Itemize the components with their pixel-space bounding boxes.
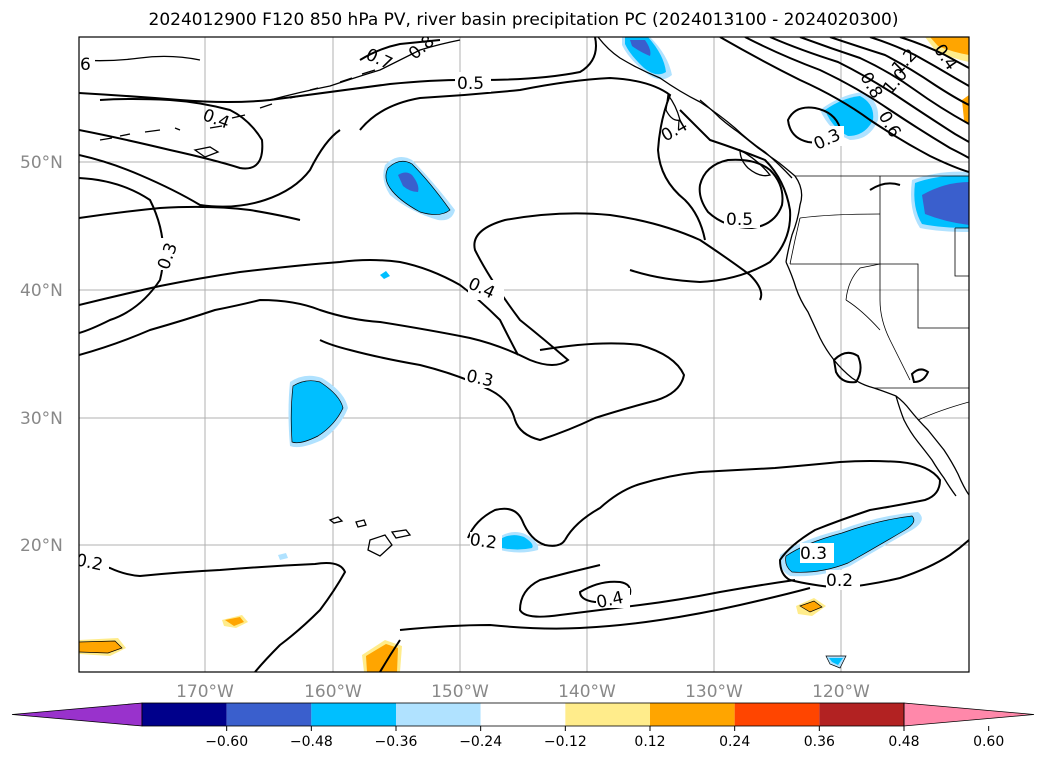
latitude-labels: 50°N 40°N 30°N 20°N <box>20 153 63 556</box>
longitude-labels: 170°W 160°W 150°W 140°W 130°W 120°W <box>176 682 870 702</box>
colorbar-swatch <box>396 703 481 726</box>
colorbar-tick-label: 0.36 <box>804 734 835 750</box>
colorbar-tick-label: 0.48 <box>888 734 919 750</box>
lon-label-170w: 170°W <box>176 682 234 702</box>
political-borders <box>789 175 969 421</box>
colorbar-tick-label: 0.12 <box>634 734 665 750</box>
colorbar-swatch <box>565 703 650 726</box>
lat-label-40n: 40°N <box>20 281 63 301</box>
colorbar-tick-label: −0.24 <box>459 734 502 750</box>
pv-contours <box>79 37 969 672</box>
colorbar-tick-label: 0.60 <box>973 734 1004 750</box>
lon-label-120w: 120°W <box>812 682 870 702</box>
colorbar-tick-label: −0.36 <box>375 734 418 750</box>
contour-label: 0.5 <box>457 74 484 94</box>
contour-label: 0.2 <box>468 530 498 554</box>
colorbar-swatch <box>311 703 396 726</box>
colorbar-swatch <box>480 703 566 726</box>
colorbar-swatch <box>142 703 227 726</box>
colorbar: −0.60 −0.48 −0.36 −0.24 −0.12 0.12 0.24 0.36 0.4… <box>11 702 1035 750</box>
shading-outlines <box>79 160 915 669</box>
colorbar-swatch <box>819 703 904 726</box>
lon-label-140w: 140°W <box>558 682 616 702</box>
colorbar-swatch <box>650 703 735 726</box>
contour-label: 0.3 <box>800 544 827 564</box>
colorbar-frame <box>141 702 905 727</box>
contour-label: 0.2 <box>826 571 853 591</box>
lat-label-30n: 30°N <box>20 409 63 429</box>
lon-label-160w: 160°W <box>304 682 362 702</box>
colorbar-swatch <box>734 703 820 726</box>
colorbar-tick-label: 0.24 <box>719 734 750 750</box>
colorbar-tick-label: −0.48 <box>290 734 333 750</box>
contour-label: 6 <box>80 55 91 75</box>
colorbar-tick-label: −0.12 <box>544 734 587 750</box>
colorbar-tick-label: −0.60 <box>205 734 248 750</box>
map-frame <box>78 36 970 673</box>
lat-label-50n: 50°N <box>20 153 63 173</box>
colorbar-extend-high <box>903 702 1035 727</box>
lon-label-150w: 150°W <box>431 682 489 702</box>
contour-label: 0.2 <box>74 550 105 575</box>
contour-label: 0.5 <box>726 210 753 230</box>
colorbar-extend-low <box>11 702 143 727</box>
lon-label-130w: 130°W <box>685 682 743 702</box>
lat-label-20n: 20°N <box>20 536 63 556</box>
figure-title: 2024012900 F120 850 hPa PV, river basin … <box>148 10 899 30</box>
colorbar-swatch <box>226 703 312 726</box>
